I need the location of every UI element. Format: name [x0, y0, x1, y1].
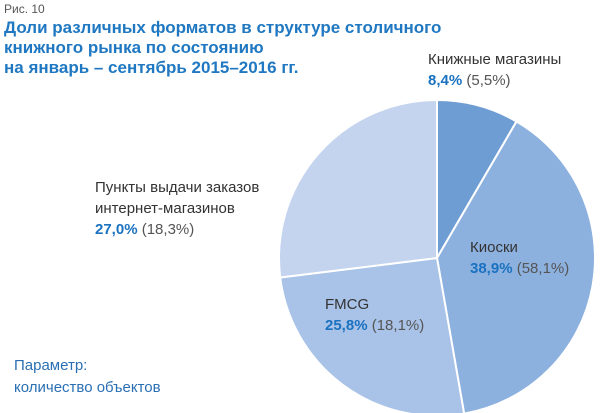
figure-number: Рис. 10 — [4, 2, 45, 16]
parameter-note: Параметр: количество объектов — [14, 355, 161, 399]
category-name: Книжные магазины — [428, 51, 562, 68]
pie-slice — [279, 256, 466, 413]
value-label: 25,8% — [325, 317, 368, 334]
value-line: 25,8% (18,1%) — [325, 315, 465, 336]
slice-label: Пункты выдачи заказов интернет-магазинов… — [95, 177, 295, 240]
pie-slice — [435, 120, 596, 413]
previous-value-label: (18,3%) — [141, 221, 195, 238]
category-name: FMCG — [325, 296, 370, 313]
value-line: 27,0% (18,3%) — [95, 219, 295, 240]
parameter-value: количество объектов — [14, 379, 161, 396]
slice-label: FMCG 25,8% (18,1%) — [325, 294, 465, 336]
previous-value-label: (18,1%) — [371, 317, 425, 334]
slice-label: Киоски 38,9% (58,1%) — [470, 237, 600, 279]
value-line: 38,9% (58,1%) — [470, 258, 600, 279]
previous-value-label: (58,1%) — [516, 260, 570, 277]
previous-value-label: (5,5%) — [466, 72, 511, 89]
category-name: Киоски — [470, 239, 518, 256]
title-line: книжного рынка по состоянию — [4, 38, 264, 57]
slice-label: Книжные магазины 8,4% (5,5%) — [428, 49, 598, 91]
category-name: Пункты выдачи заказов интернет-магазинов — [95, 179, 260, 217]
pie-slice — [278, 98, 438, 279]
value-line: 8,4% (5,5%) — [428, 70, 598, 91]
chart-title: Доли различных форматов в структуре стол… — [4, 18, 441, 78]
title-line: на январь – сентябрь 2015–2016 гг. — [4, 58, 299, 77]
value-label: 8,4% — [428, 72, 463, 89]
parameter-label: Параметр: — [14, 357, 88, 374]
title-line: Доли различных форматов в структуре стол… — [4, 18, 442, 37]
value-label: 38,9% — [470, 260, 513, 277]
value-label: 27,0% — [95, 221, 138, 238]
